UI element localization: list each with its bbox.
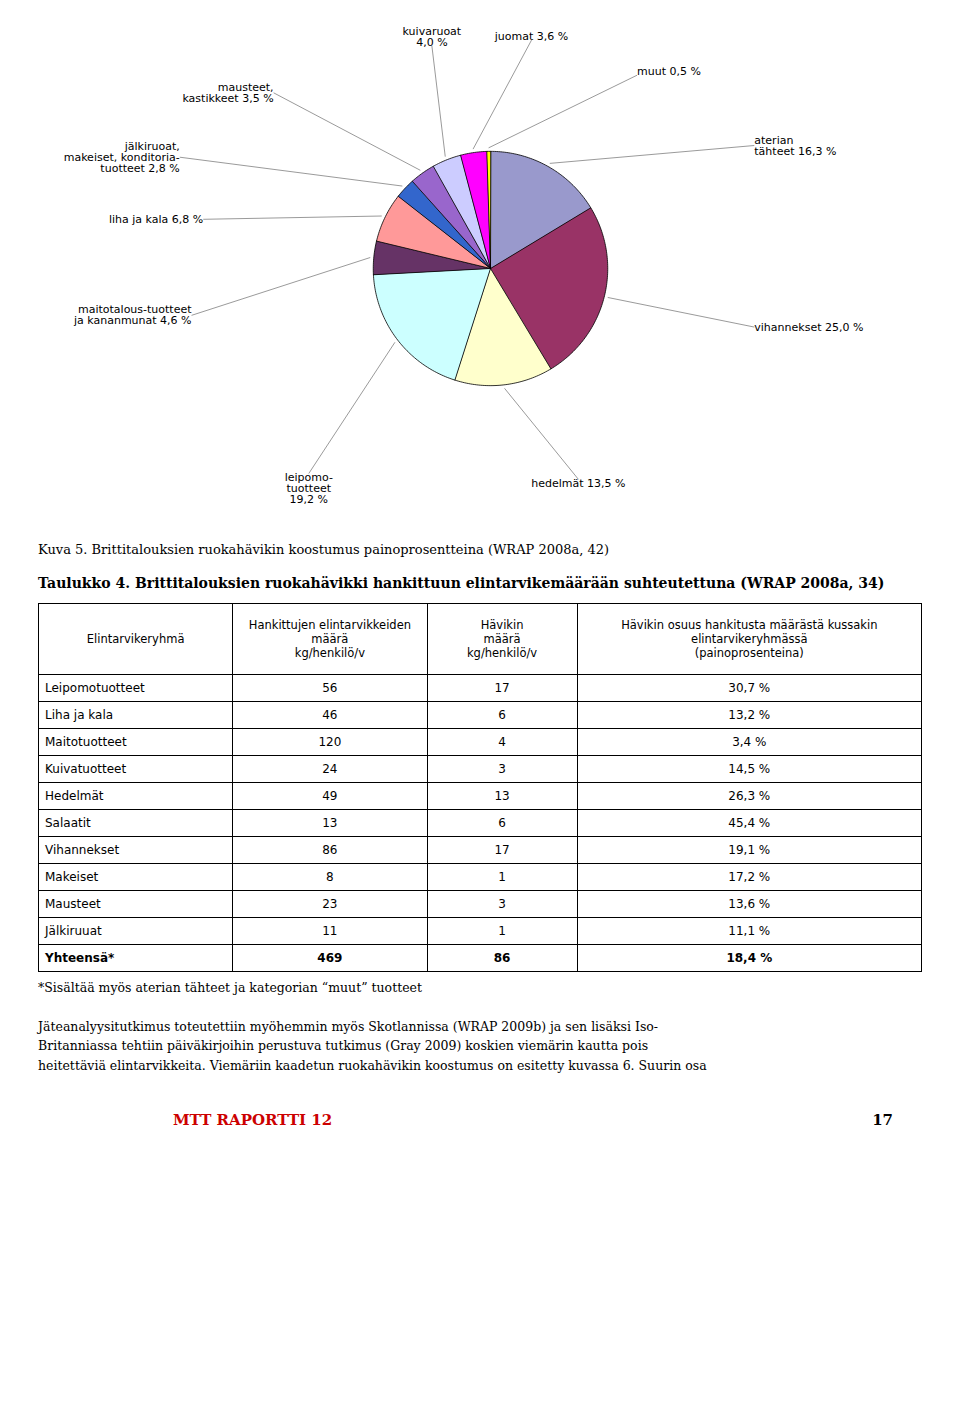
html-text:3: 3 [498,897,506,911]
html-text:13: 13 [494,789,510,803]
html-text:Mausteet: Mausteet [45,897,101,911]
html-text:*Sisältää myös aterian tähteet: *Sisältää myös aterian tähteet ja katego… [38,980,422,995]
html-text:Makeiset: Makeiset [45,870,99,884]
html-text:1: 1 [498,924,506,938]
html-text:Kuva 5. Brittitalouksien ruoka: Kuva 5. Brittitalouksien ruokahävikin ko… [38,542,610,557]
html-text:Vihannekset: Vihannekset [45,843,120,857]
html-text:14,5 %: 14,5 % [728,762,771,776]
svg-text:leipomo-tuotteet19,2 %: leipomo-tuotteet19,2 % [285,471,333,506]
html-text:Salaatit: Salaatit [45,816,91,830]
html-text:17,2 %: 17,2 % [728,870,771,884]
html-text:23: 23 [322,897,338,911]
html-text:Hävikin määrä kg/henkilö/v: Hävikin määrä kg/henkilö/v [466,618,538,660]
html-text:Yhteensä*: Yhteensä* [45,951,115,965]
html-text:Leipomotuotteet: Leipomotuotteet [45,681,145,695]
html-text:24: 24 [322,762,338,776]
html-text:Liha ja kala: Liha ja kala [45,708,114,722]
html-text:19,1 %: 19,1 % [728,843,771,857]
html-text:17: 17 [494,681,510,695]
html-text:30,7 %: 30,7 % [728,681,771,695]
html-text:Britanniassa tehtiin päiväkirj: Britanniassa tehtiin päiväkirjoihin peru… [38,1038,648,1054]
svg-text:hedelmät 13,5 %: hedelmät 13,5 % [531,477,625,490]
html-text:8: 8 [326,870,334,884]
html-text:18,4 %: 18,4 % [726,951,773,965]
html-text:Jäteanalyysitutkimus toteutett: Jäteanalyysitutkimus toteutettiin myöhem… [38,1019,659,1034]
svg-text:maitotalous-tuotteetja kananmu: maitotalous-tuotteetja kananmunat 4,6 % [73,303,192,327]
html-text:Hävikin osuus hankitusta määrä: Hävikin osuus hankitusta määrästä kussak… [621,618,878,660]
html-text:6: 6 [498,708,506,722]
svg-text:muut 0,5 %: muut 0,5 % [637,65,701,78]
html-text:1: 1 [498,870,506,884]
html-text:49: 49 [322,789,338,803]
html-text:56: 56 [322,681,338,695]
html-text:120: 120 [318,735,342,749]
html-text:4: 4 [498,735,506,749]
html-text:Hankittujen elintarvikkeiden m: Hankittujen elintarvikkeiden määrä kg/he… [248,618,411,660]
html-text:11,1 %: 11,1 % [728,924,771,938]
html-text:heitettäviä elintarvikkeita. V: heitettäviä elintarvikkeita. Viemäriin k… [38,1057,707,1073]
html-text:6: 6 [498,816,506,830]
html-text:17: 17 [494,843,510,857]
svg-text:jälkiruoat,makeiset, konditori: jälkiruoat,makeiset, konditoria-tuotteet… [64,140,180,175]
html-text:Jälkiruuat: Jälkiruuat [45,924,102,938]
html-text:Maitotuotteet: Maitotuotteet [45,735,127,749]
svg-text:kuivaruoat4,0 %: kuivaruoat4,0 % [403,25,462,49]
html-text:Taulukko 4. Brittitalouksien r: Taulukko 4. Brittitalouksien ruokahävikk… [38,575,885,591]
html-text:Elintarvikeryhmä: Elintarvikeryhmä [86,632,185,646]
html-text:3: 3 [498,762,506,776]
svg-text:vihannekset 25,0 %: vihannekset 25,0 % [754,321,863,334]
html-text:3,4 %: 3,4 % [732,735,767,749]
html-text:46: 46 [322,708,338,722]
html-text:86: 86 [322,843,338,857]
html-text:469: 469 [317,951,343,965]
html-text:MTT RAPORTTI 12: MTT RAPORTTI 12 [173,1111,333,1130]
html-text:13,6 %: 13,6 % [728,897,771,911]
html-text:45,4 %: 45,4 % [728,816,771,830]
html-text:13: 13 [322,816,338,830]
svg-text:liha ja kala 6,8 %: liha ja kala 6,8 % [109,213,203,226]
html-text:13,2 %: 13,2 % [728,708,771,722]
html-text:26,3 %: 26,3 % [728,789,771,803]
html-text:Hedelmät: Hedelmät [45,789,104,803]
html-text:Kuivatuotteet: Kuivatuotteet [45,762,127,776]
html-text:11: 11 [322,924,338,938]
svg-text:ateriantähteet 16,3 %: ateriantähteet 16,3 % [754,134,836,158]
svg-text:mausteet,kastikkeet 3,5 %: mausteet,kastikkeet 3,5 % [182,81,273,105]
html-text:86: 86 [493,951,511,965]
svg-text:juomat 3,6 %: juomat 3,6 % [494,30,568,43]
html-text:17: 17 [872,1111,893,1130]
